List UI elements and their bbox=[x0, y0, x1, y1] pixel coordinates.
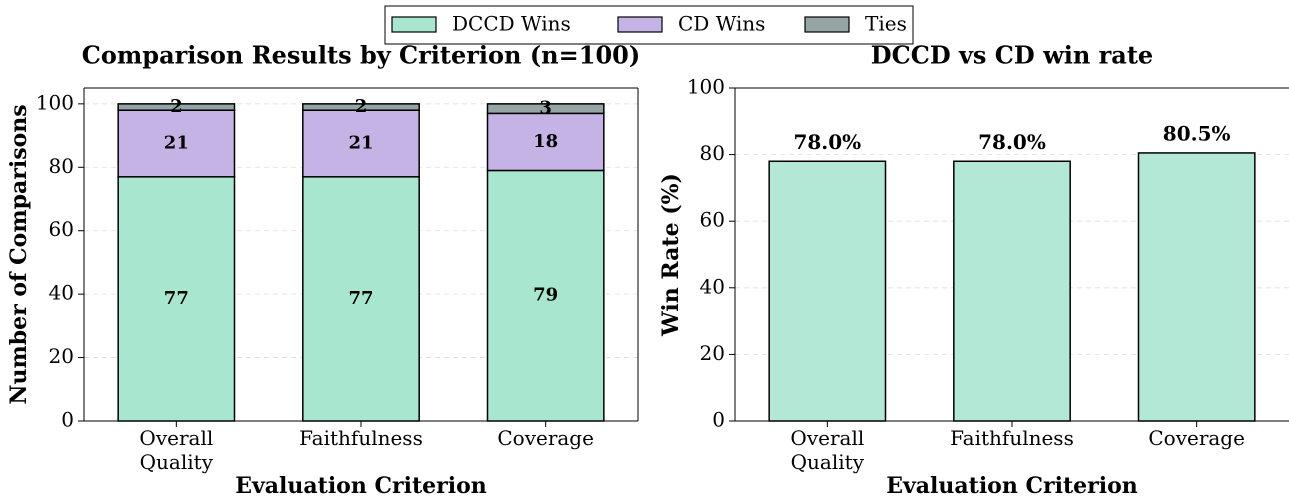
bar-segment bbox=[302, 103, 420, 111]
value-label: 2 bbox=[170, 96, 183, 117]
chart-title: DCCD vs CD win rate bbox=[871, 41, 1153, 70]
value-label: 18 bbox=[533, 131, 558, 152]
y-tick-label: 80 bbox=[700, 141, 725, 165]
bar bbox=[953, 160, 1071, 422]
y-axis-label: Win Rate (%) bbox=[658, 173, 684, 337]
x-tick-label: Overall Quality bbox=[139, 426, 214, 474]
x-axis-label: Evaluation Criterion bbox=[886, 473, 1138, 499]
bar-segment bbox=[117, 103, 236, 111]
value-label: 21 bbox=[348, 133, 373, 154]
bar-segment bbox=[486, 103, 605, 115]
chart-title: Comparison Results by Criterion (n=100) bbox=[82, 41, 640, 70]
y-tick-label: 60 bbox=[700, 208, 725, 232]
value-label: 78.0% bbox=[978, 130, 1046, 154]
bar bbox=[1137, 152, 1256, 422]
value-label: 21 bbox=[164, 133, 189, 154]
x-axis-label: Evaluation Criterion bbox=[235, 473, 487, 499]
x-tick-label: Coverage bbox=[497, 426, 594, 450]
y-tick-label: 40 bbox=[700, 274, 725, 298]
y-tick-label: 100 bbox=[687, 75, 725, 99]
legend-swatch bbox=[617, 16, 663, 33]
legend-label: DCCD Wins bbox=[452, 12, 571, 36]
y-tick-label: 40 bbox=[49, 281, 74, 305]
x-tick-label: Faithfulness bbox=[950, 426, 1074, 450]
y-tick-label: 100 bbox=[36, 90, 74, 114]
y-tick-label: 20 bbox=[49, 344, 74, 368]
value-label: 79 bbox=[533, 285, 558, 306]
value-label: 77 bbox=[348, 288, 373, 309]
legend: DCCD Wins CD Wins Ties bbox=[384, 5, 914, 45]
value-label: 3 bbox=[539, 98, 552, 119]
x-tick-label: Overall Quality bbox=[790, 426, 865, 474]
bar-segment bbox=[486, 112, 605, 172]
y-axis-label: Number of Comparisons bbox=[6, 104, 32, 404]
legend-swatch bbox=[804, 16, 850, 33]
bar bbox=[768, 160, 887, 422]
x-tick-label: Coverage bbox=[1148, 426, 1245, 450]
y-tick-label: 60 bbox=[49, 217, 74, 241]
bar-segment bbox=[486, 169, 605, 422]
x-tick-label: Faithfulness bbox=[299, 426, 423, 450]
y-tick-label: 0 bbox=[61, 408, 74, 432]
value-label: 2 bbox=[355, 96, 368, 117]
bar-segment bbox=[302, 109, 420, 178]
legend-label: CD Wins bbox=[678, 12, 765, 36]
y-tick-label: 80 bbox=[49, 154, 74, 178]
legend-swatch bbox=[391, 16, 437, 33]
value-label: 80.5% bbox=[1163, 121, 1231, 145]
y-tick-label: 20 bbox=[700, 341, 725, 365]
legend-label: Ties bbox=[865, 12, 907, 36]
value-label: 78.0% bbox=[793, 130, 861, 154]
y-tick-label: 0 bbox=[712, 408, 725, 432]
value-label: 77 bbox=[164, 288, 189, 309]
